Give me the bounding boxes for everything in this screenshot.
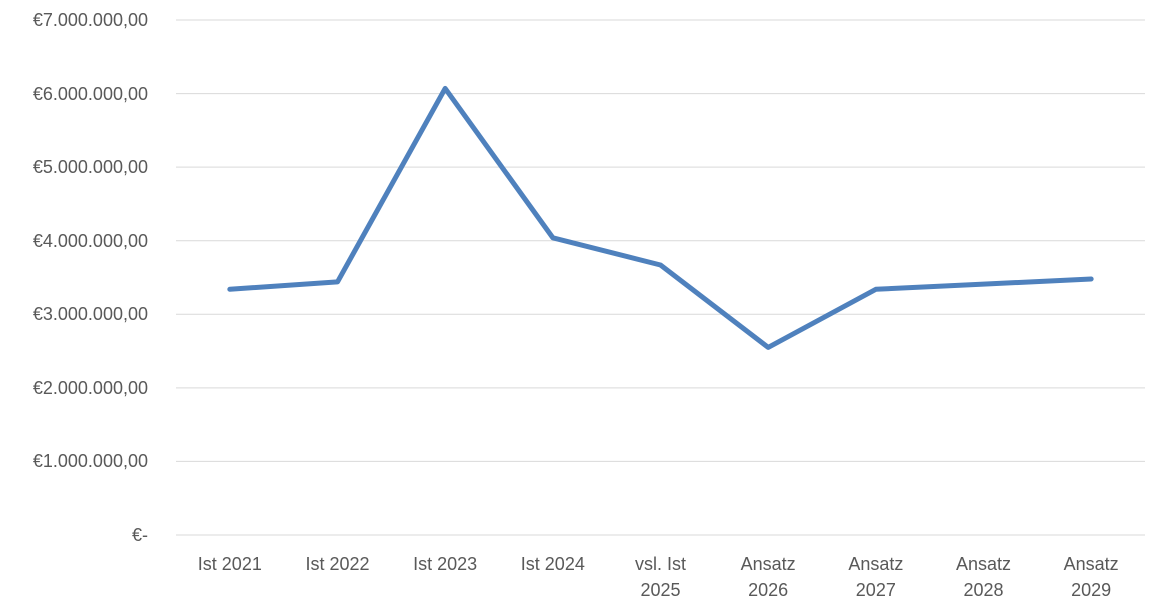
y-tick-label: €- <box>131 525 148 545</box>
y-tick-label: €4.000.000,00 <box>32 230 148 251</box>
y-tick-label: €6.000.000,00 <box>32 83 148 104</box>
y-tick-label: €1.000.000,00 <box>32 451 148 472</box>
x-tick-label: vsl. Ist 2025 <box>634 554 686 600</box>
x-tick-label: Ansatz 2029 <box>1063 554 1119 600</box>
x-tick-label: Ansatz 2028 <box>955 554 1012 600</box>
y-tick-label: €5.000.000,00 <box>32 157 148 178</box>
y-tick-label: €7.000.000,00 <box>32 10 148 30</box>
x-tick-label: Ist 2024 <box>520 554 585 574</box>
x-tick-label: Ist 2023 <box>413 554 478 574</box>
x-tick-label: Ansatz 2027 <box>848 554 904 600</box>
x-tick-label: Ansatz 2026 <box>740 554 796 600</box>
y-tick-label: €2.000.000,00 <box>32 377 148 398</box>
y-tick-label: €3.000.000,00 <box>32 304 148 325</box>
data-line <box>227 85 1094 350</box>
x-tick-label: Ist 2022 <box>305 554 370 574</box>
x-tick-label: Ist 2021 <box>197 554 262 574</box>
